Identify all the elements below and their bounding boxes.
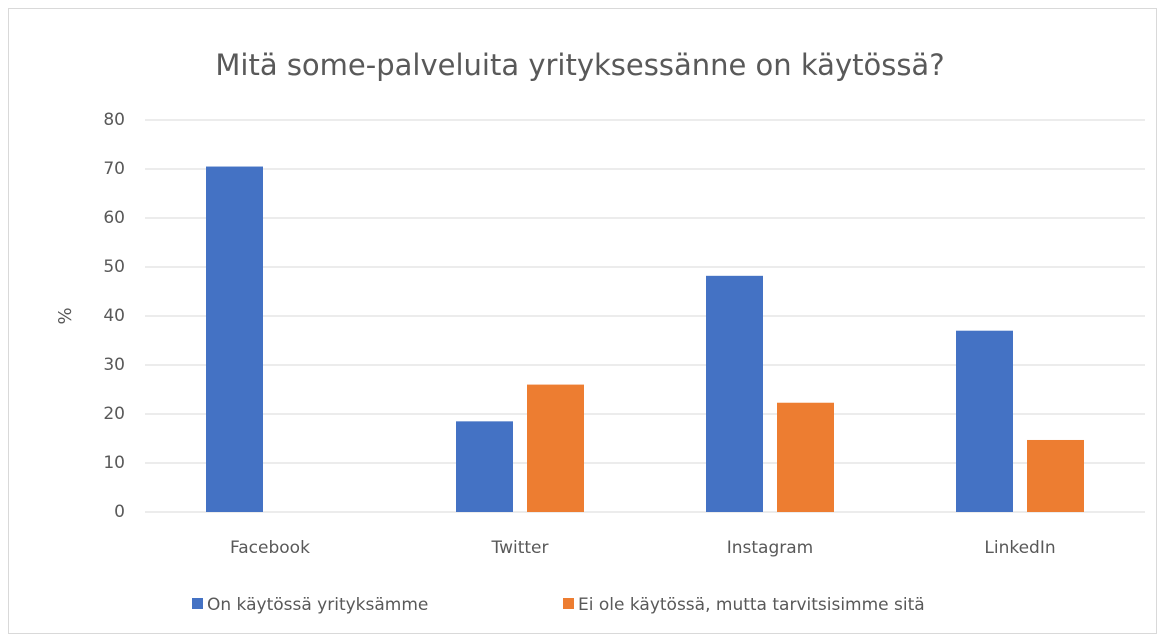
legend-label: Ei ole käytössä, mutta tarvitsisimme sit… [578,595,925,615]
x-tick-label: Instagram [727,538,814,558]
y-tick-label: 30 [103,355,125,375]
y-tick-label: 60 [103,208,125,228]
y-tick-label: 20 [103,404,125,424]
y-tick-label: 80 [103,110,125,130]
x-tick-label: Twitter [491,538,549,558]
legend-label: On käytössä yrityksämme [207,595,428,615]
y-tick-label: 40 [103,306,125,326]
legend-swatch [192,598,203,609]
bar [456,421,513,512]
bar [706,275,763,512]
bar [956,330,1013,512]
legend-swatch [563,598,574,609]
x-tick-label: LinkedIn [984,538,1055,558]
bar [206,166,263,513]
y-tick-label: 50 [103,257,125,277]
chart-title: Mitä some-palveluita yrityksessänne on k… [215,48,944,82]
chart-frame [8,8,1157,634]
x-tick-label: Facebook [230,538,310,558]
bar [527,384,584,512]
bar [1027,439,1084,512]
y-tick-label: 0 [114,502,125,522]
y-tick-label: 10 [103,453,125,473]
bar [777,402,834,512]
y-axis-label: % [55,307,76,324]
y-tick-label: 70 [103,159,125,179]
